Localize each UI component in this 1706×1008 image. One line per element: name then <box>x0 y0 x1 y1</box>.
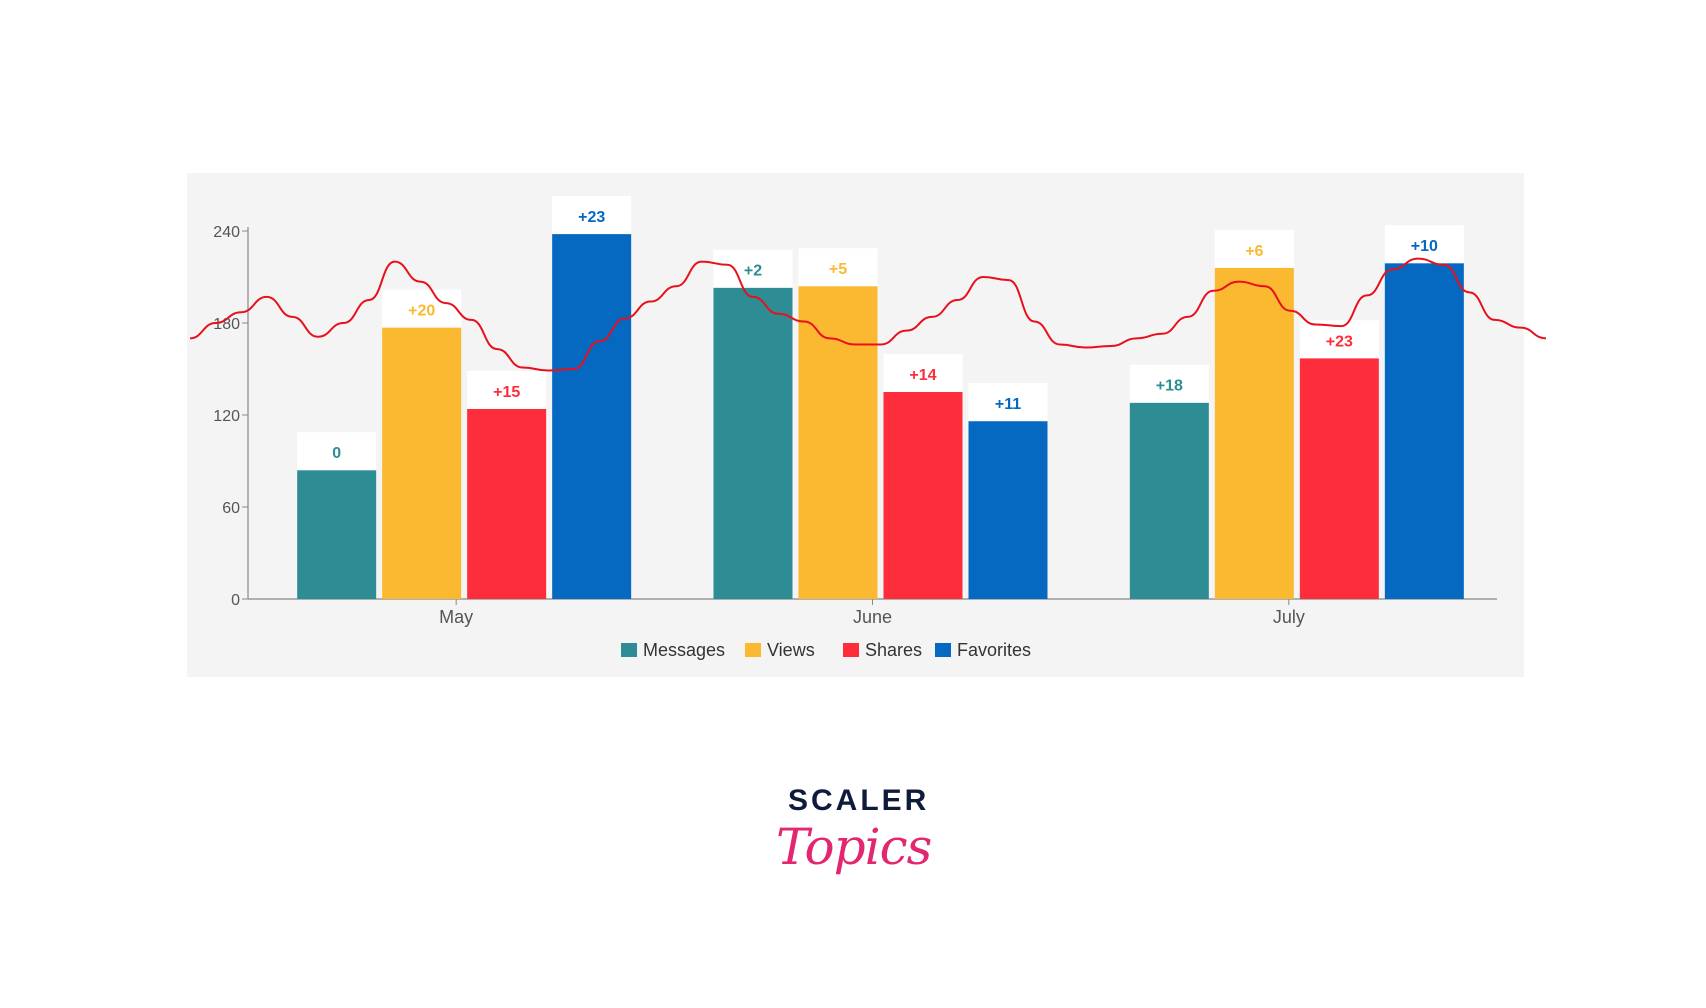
bar-messages <box>297 470 377 599</box>
data-label-box <box>552 196 632 235</box>
data-label: +2 <box>744 263 762 280</box>
overlay-trend-line <box>189 257 1547 372</box>
bar-views <box>1214 267 1294 599</box>
bar-favorites <box>968 421 1048 599</box>
data-label-box <box>1384 225 1464 264</box>
bar-views <box>798 286 878 599</box>
bar-shares <box>467 408 547 599</box>
y-tick-label: 0 <box>231 592 240 609</box>
data-label: +18 <box>1156 378 1183 395</box>
legend-label-favorites: Favorites <box>957 640 1031 660</box>
legend-label-views: Views <box>767 640 815 660</box>
data-label-box <box>297 432 377 471</box>
legend-label-shares: Shares <box>865 640 922 660</box>
bar-messages <box>713 287 793 599</box>
data-label: +23 <box>1326 333 1353 350</box>
data-label: 0 <box>332 445 341 462</box>
logo-text-topics: Topics <box>776 818 932 876</box>
data-label-box <box>713 249 793 288</box>
x-category-label: May <box>439 607 473 627</box>
data-label-box <box>883 354 963 392</box>
bar-shares <box>883 392 963 599</box>
x-category-label: July <box>1273 607 1305 627</box>
data-label: +14 <box>909 367 936 384</box>
bar-favorites <box>1384 263 1464 599</box>
data-label-box <box>382 289 462 328</box>
legend-swatch-shares <box>843 643 859 657</box>
legend-label-messages: Messages <box>643 640 725 660</box>
y-tick-label: 120 <box>213 408 240 425</box>
data-label: +5 <box>829 261 847 278</box>
legend-swatch-favorites <box>935 643 951 657</box>
data-label-box <box>1214 229 1294 268</box>
data-label-box <box>968 383 1048 422</box>
y-tick-label: 60 <box>222 500 240 517</box>
scaler-topics-logo: SCALER Topics <box>770 784 950 914</box>
logo-text-scaler: SCALER <box>788 784 930 817</box>
bar-shares <box>1299 358 1379 599</box>
data-label: +6 <box>1245 243 1263 260</box>
y-tick-label: 240 <box>213 224 240 241</box>
data-label-box <box>467 370 547 409</box>
bar-views <box>382 327 462 599</box>
data-label: +10 <box>1411 238 1438 255</box>
overlay-line-group <box>189 257 1547 372</box>
bar-messages <box>1129 402 1209 599</box>
legend-swatch-views <box>745 643 761 657</box>
legend: Messages Views Shares Favorites <box>621 640 1031 660</box>
x-category-label: June <box>853 607 892 627</box>
data-label-box <box>798 248 878 287</box>
bar-favorites <box>552 234 632 600</box>
data-label-box <box>1129 364 1209 403</box>
data-label: +11 <box>995 396 1021 413</box>
legend-swatch-messages <box>621 643 637 657</box>
data-label: +23 <box>578 209 605 226</box>
data-label: +20 <box>408 303 435 320</box>
data-label: +15 <box>493 384 520 401</box>
y-tick-label: 180 <box>213 316 240 333</box>
bar-group <box>297 234 1464 600</box>
data-label-group: 0 +20 +15 +23 +2 +5 +14 +11 +18 +6 +23 +10 <box>297 196 1464 471</box>
